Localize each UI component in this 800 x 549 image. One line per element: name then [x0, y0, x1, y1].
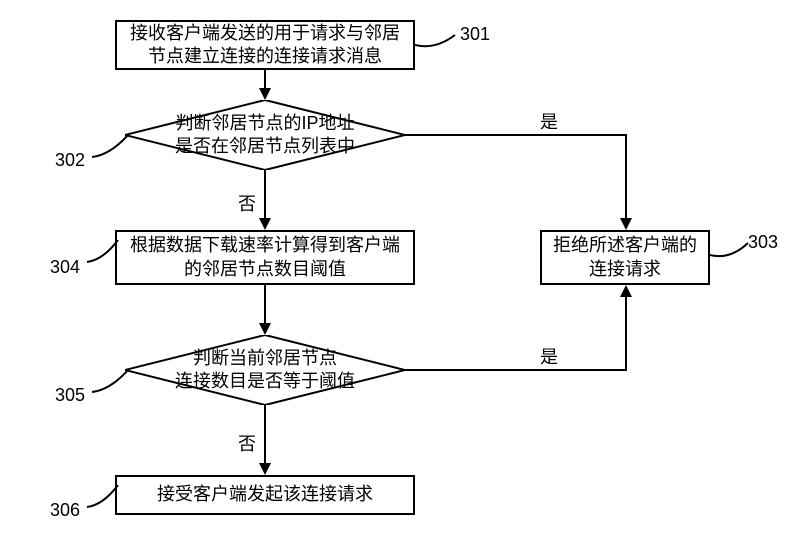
edge-305-303-arrow: [620, 285, 632, 297]
edge-304-305-arrow: [259, 323, 271, 335]
callout-303-label: 303: [748, 232, 778, 253]
edge-305-306-line: [264, 405, 266, 465]
edge-302-303-label: 是: [540, 108, 558, 134]
node-303-text: 拒绝所述客户端的连接请求: [553, 234, 697, 281]
callout-304-leader: [85, 240, 120, 265]
node-305: 判断当前邻居节点连接数目是否等于阈值: [125, 335, 405, 405]
callout-304-label: 304: [50, 257, 80, 278]
edge-302-304-line: [264, 170, 266, 220]
node-302: 判断邻居节点的IP地址是否在邻居节点列表中: [125, 100, 405, 170]
edge-302-303-v: [625, 134, 627, 220]
callout-303-leader: [710, 240, 750, 260]
node-301: 接收客户端发送的用于请求与邻居节点建立连接的连接请求消息: [115, 20, 415, 70]
node-304-text: 根据数据下载速率计算得到客户端的邻居节点数目阈值: [130, 234, 400, 281]
edge-301-302-arrow: [259, 88, 271, 100]
callout-306-label: 306: [50, 500, 80, 521]
node-304: 根据数据下载速率计算得到客户端的邻居节点数目阈值: [115, 230, 415, 285]
node-306-text: 接受客户端发起该连接请求: [157, 483, 373, 506]
edge-302-303-arrow: [620, 218, 632, 230]
edge-302-303-h: [405, 134, 627, 136]
edge-305-306-label: 否: [238, 430, 256, 456]
callout-305-leader: [90, 370, 130, 395]
edge-305-303-h: [405, 369, 627, 371]
callout-301-leader: [415, 30, 460, 50]
node-303: 拒绝所述客户端的连接请求: [540, 230, 710, 285]
callout-302-label: 302: [55, 150, 85, 171]
edge-305-303-label: 是: [540, 343, 558, 369]
edge-301-302-line: [264, 70, 266, 90]
node-305-text: 判断当前邻居节点连接数目是否等于阈值: [175, 347, 355, 394]
node-306: 接受客户端发起该连接请求: [115, 475, 415, 515]
node-302-text: 判断邻居节点的IP地址是否在邻居节点列表中: [175, 112, 355, 159]
node-301-text: 接收客户端发送的用于请求与邻居节点建立连接的连接请求消息: [130, 22, 400, 69]
edge-305-306-arrow: [259, 463, 271, 475]
edge-302-304-label: 否: [238, 190, 256, 216]
callout-305-label: 305: [55, 385, 85, 406]
callout-301-label: 301: [460, 24, 490, 45]
edge-304-305-line: [264, 285, 266, 325]
edge-305-303-v: [625, 297, 627, 371]
edge-302-304-arrow: [259, 218, 271, 230]
callout-306-leader: [85, 485, 120, 510]
callout-302-leader: [90, 135, 130, 160]
